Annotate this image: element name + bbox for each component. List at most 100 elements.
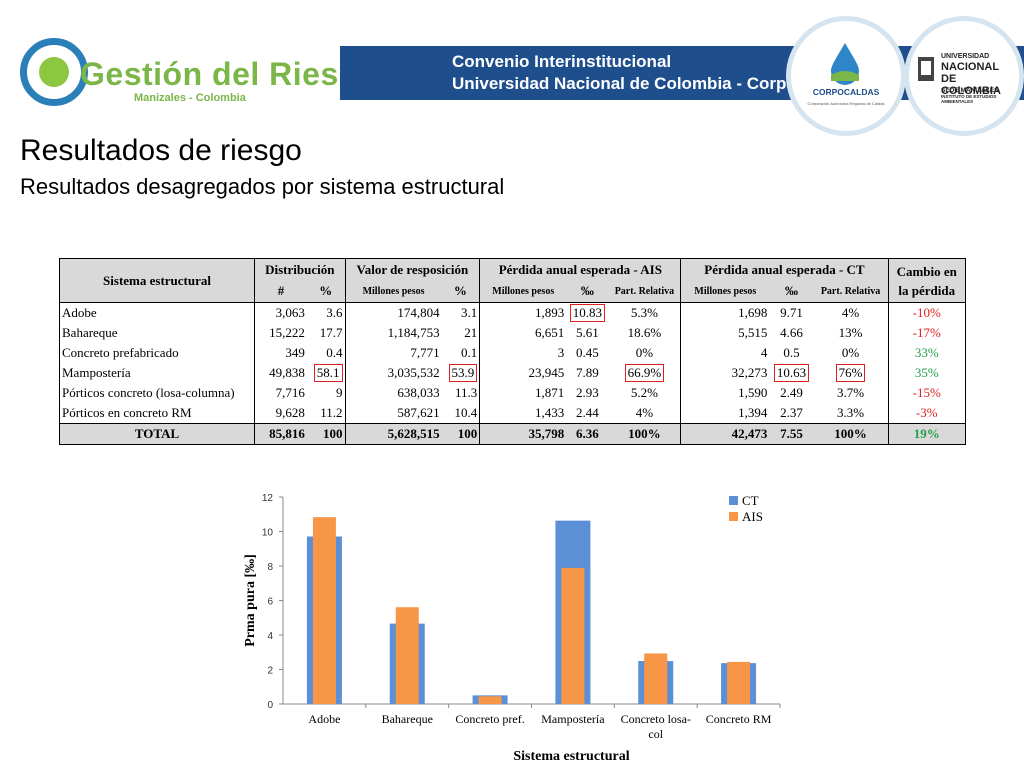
ct-part-relativa: 3.7% xyxy=(836,385,865,400)
water-drop-icon xyxy=(831,43,859,85)
highlight-box: 58.1 xyxy=(313,364,343,382)
subheader-num: # xyxy=(254,280,307,303)
ct-permil: 7.55 xyxy=(769,423,814,445)
logo-main-text: Gestión del Riesgo xyxy=(80,56,379,92)
y-tick-label: 4 xyxy=(267,631,273,642)
valor-millones: 1,184,753 xyxy=(344,323,442,343)
ais-permil: 2.44 xyxy=(575,405,599,420)
un-line-1: UNIVERSIDAD xyxy=(941,53,990,60)
ais-millones: 1,433 xyxy=(479,403,567,424)
ct-part-relativa: 4% xyxy=(813,302,888,323)
distribucion-num: 349 xyxy=(285,345,305,360)
distribucion-pct: 11.2 xyxy=(320,405,343,420)
valor-millones: 638,033 xyxy=(344,383,442,403)
valor-millones: 587,621 xyxy=(344,403,442,424)
header-distribucion: Distribución xyxy=(254,258,346,281)
un-line-2: NACIONAL xyxy=(941,61,1000,73)
header-ais: Pérdida anual esperada - AIS xyxy=(479,258,681,281)
ais-part-relativa: 5.2% xyxy=(630,385,658,400)
ais-millones: 6,651 xyxy=(479,323,567,343)
subheader-permil: ‰ xyxy=(566,280,609,303)
header-sistema: Sistema estructural xyxy=(58,258,256,303)
y-tick-label: 2 xyxy=(267,666,273,677)
sistema-name: TOTAL xyxy=(59,423,256,445)
valor-millones: 5,628,515 xyxy=(344,423,442,445)
ais-part-relativa: 0% xyxy=(635,345,654,360)
distribucion-pct: 0.4 xyxy=(326,345,343,360)
ais-part-relativa: 66.9% xyxy=(608,363,680,383)
corpocaldas-name: CORPOCALDAS xyxy=(812,87,880,97)
ct-part-relativa: 76% xyxy=(814,363,888,383)
bar-ais xyxy=(561,567,585,704)
ais-millones: 3 xyxy=(479,343,567,363)
ais-part-relativa: 100% xyxy=(608,423,681,445)
corpocaldas-tagline: Corporación Autónoma Regional de Caldas xyxy=(807,101,885,106)
ct-permil: 2.37 xyxy=(780,405,803,420)
sistema-name: Concreto prefabricado xyxy=(59,343,256,363)
cambio-perdida: -15% xyxy=(887,383,966,403)
valor-pct: 100 xyxy=(441,423,480,445)
subheader-pct: % xyxy=(441,280,480,303)
sistema-name: Pórticos concreto (losa-columna) xyxy=(59,383,256,403)
ct-permil: 4.66 xyxy=(780,325,803,340)
ct-part-relativa: 0% xyxy=(841,345,860,360)
distribucion-pct: 100 xyxy=(306,423,346,445)
table-row: Concreto prefabricado 349 0.4 7,771 0.1 3 0.45… xyxy=(59,343,966,363)
ct-permil: 10.63 xyxy=(769,363,813,383)
highlight-box: 10.83 xyxy=(569,304,605,322)
bar-ais xyxy=(395,607,419,704)
subheader-millones: Millones pesos xyxy=(344,280,442,303)
valor-millones: 7,771 xyxy=(344,343,442,363)
cambio-perdida: -17% xyxy=(887,323,966,343)
un-line-5: INSTITUTO DE ESTUDIOS AMBIENTALES xyxy=(941,94,997,104)
x-tick-label: Mampostería xyxy=(541,712,605,726)
distribucion-num: 9,628 xyxy=(275,405,305,420)
banner-line-1: Convenio Interinstitucional xyxy=(452,52,672,71)
valor-pct: 53.9 xyxy=(442,363,480,383)
y-axis-label: Prma pura [‰] xyxy=(243,554,258,647)
header-banner: Convenio Interinstitucional Universidad … xyxy=(340,46,850,100)
highlight-box: 76% xyxy=(835,364,866,382)
ais-millones: 1,893 xyxy=(479,302,567,323)
ct-part-relativa: 13% xyxy=(838,325,863,340)
page-subtitle: Resultados desagregados por sistema estr… xyxy=(20,174,505,199)
ct-millones: 1,394 xyxy=(680,403,770,424)
ct-permil: 2.49 xyxy=(780,385,803,400)
x-tick-label: Bahareque xyxy=(382,712,433,726)
distribucion-num: 15,222 xyxy=(269,325,305,340)
ais-permil: 10.83 xyxy=(566,302,609,323)
subheader-millones: Millones pesos xyxy=(680,280,770,303)
subheader-pct: % xyxy=(306,280,346,303)
highlight-box: 10.63 xyxy=(773,364,810,382)
ct-permil: 9.71 xyxy=(769,302,814,323)
universidad-nacional-seal: UNIVERSIDAD NACIONAL DE COLOMBIA SEDE MA… xyxy=(904,16,1024,136)
highlight-box: 53.9 xyxy=(448,364,478,382)
distribucion-num: 85,816 xyxy=(254,423,307,445)
x-tick-label: col xyxy=(648,727,663,741)
x-tick-label: Concreto pref. xyxy=(455,712,524,726)
banner-line-2: Universidad Nacional de Colombia - Corpo… xyxy=(452,74,850,93)
y-tick-label: 0 xyxy=(267,700,273,711)
x-tick-label: Adobe xyxy=(308,712,340,726)
distribucion-pct: 3.6 xyxy=(306,302,346,323)
y-tick-label: 12 xyxy=(262,493,274,504)
ais-part-relativa: 5.3% xyxy=(608,302,681,323)
ct-millones: 32,273 xyxy=(680,363,770,383)
ct-permil: 0.5 xyxy=(783,345,800,360)
y-tick-label: 10 xyxy=(262,528,274,539)
ct-millones: 5,515 xyxy=(680,323,770,343)
x-axis-label: Sistema estructural xyxy=(513,749,629,764)
ais-permil: 7.89 xyxy=(575,365,599,380)
cambio-perdida: -3% xyxy=(887,403,966,424)
valor-pct: 0.1 xyxy=(461,345,478,360)
distribucion-num: 7,716 xyxy=(275,385,305,400)
table-row: Pórticos en concreto RM 9,628 11.2 587,621 1… xyxy=(59,403,966,424)
header-valor: Valor de resposición xyxy=(344,258,480,281)
subheader-part-relativa: Part. Relativa xyxy=(608,280,681,303)
cambio-perdida: 19% xyxy=(887,423,966,445)
table-total-row: TOTAL 85,816 100 5,628,515 100 35,798 6.36 100%… xyxy=(59,423,966,445)
cambio-perdida: 33% xyxy=(887,343,966,363)
distribucion-num: 49,838 xyxy=(269,365,305,380)
bar-ais xyxy=(478,696,502,704)
sistema-name: Mampostería xyxy=(59,363,256,383)
